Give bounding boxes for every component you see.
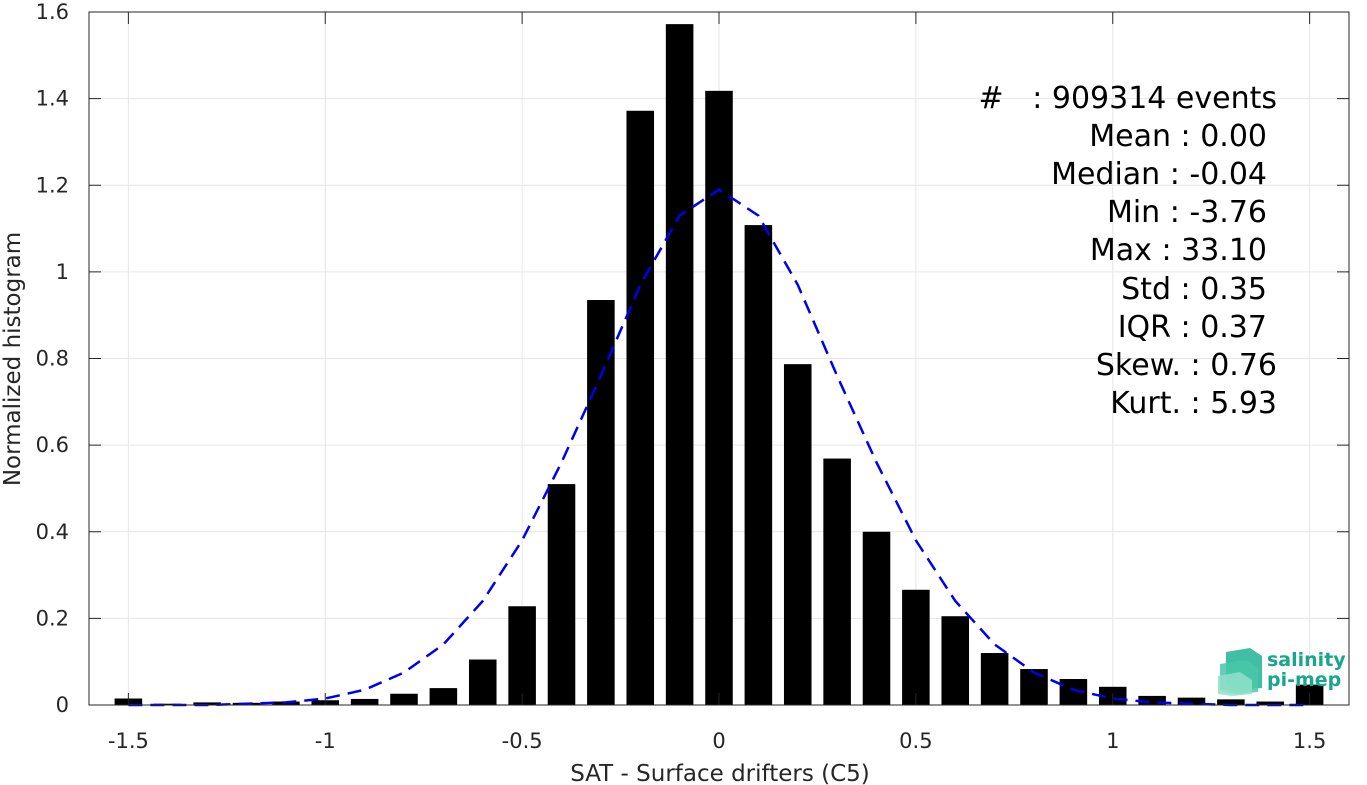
histogram-bar xyxy=(390,693,418,705)
x-tick-label: 1.5 xyxy=(1293,729,1326,753)
histogram-bar xyxy=(587,300,615,705)
histogram-bar xyxy=(980,653,1009,705)
y-tick-label: 1.6 xyxy=(36,0,69,24)
histogram-bar xyxy=(1177,697,1206,705)
x-tick-label: 0 xyxy=(712,729,725,753)
wave-logo-icon xyxy=(1218,648,1262,696)
histogram-bar xyxy=(823,458,851,705)
histogram-bar xyxy=(626,110,655,705)
x-tick-label: 0.5 xyxy=(899,729,932,753)
logo-line2: pi-mep xyxy=(1267,669,1341,691)
y-tick-label: 0.8 xyxy=(36,347,69,371)
salinity-pi-mep-logo: salinity pi-mep xyxy=(1218,648,1346,696)
histogram-bar xyxy=(508,606,536,705)
stat-min: Min : -3.76 xyxy=(1107,195,1267,230)
y-tick-label: 1.2 xyxy=(36,173,69,197)
histogram-bar xyxy=(1217,699,1245,705)
histogram-bar xyxy=(350,698,379,705)
y-axis-label: Normalized histogram xyxy=(0,232,26,486)
y-tick-label: 0.4 xyxy=(36,520,69,544)
stat-events: # : 909314 events xyxy=(978,81,1277,116)
y-tick-label: 0 xyxy=(56,693,69,717)
stat-max: Max : 33.10 xyxy=(1090,233,1267,268)
histogram-bar xyxy=(665,24,694,705)
histogram-bar xyxy=(468,659,497,705)
histogram-bar xyxy=(705,90,733,706)
x-axis-ticks: -1.5 -1 -0.5 0 0.5 1 1.5 xyxy=(108,12,1326,753)
histogram-bar xyxy=(941,616,970,705)
histogram-bar xyxy=(902,589,930,705)
fit-curve xyxy=(128,188,1310,707)
y-tick-label: 1 xyxy=(56,260,69,284)
x-tick-label: -0.5 xyxy=(502,729,543,753)
y-axis-ticks: 0 0.2 0.4 0.6 0.8 1 1.2 1.4 1.6 xyxy=(36,0,1349,717)
stat-iqr: IQR : 0.37 xyxy=(1118,310,1267,345)
stat-mean: Mean : 0.00 xyxy=(1089,119,1267,154)
x-tick-label: 1 xyxy=(1106,729,1119,753)
stat-kurt: Kurt. : 5.93 xyxy=(1110,386,1277,421)
x-tick-label: -1 xyxy=(315,729,336,753)
histogram-bar xyxy=(1256,701,1285,705)
histogram-bar xyxy=(862,531,891,705)
histogram-bar xyxy=(1020,669,1048,705)
histogram-bar xyxy=(429,688,458,705)
stat-median: Median : -0.04 xyxy=(1051,157,1267,192)
histogram-bar xyxy=(783,364,812,705)
y-tick-label: 0.6 xyxy=(36,433,69,457)
y-tick-label: 1.4 xyxy=(36,87,69,111)
histogram-bar xyxy=(744,225,773,705)
stat-skew: Skew. : 0.76 xyxy=(1096,348,1277,383)
stats-annotation: # : 909314 events Mean : 0.00 Median : -… xyxy=(978,81,1277,421)
y-tick-label: 0.2 xyxy=(36,606,69,630)
histogram-bar xyxy=(153,703,182,705)
stat-std: Std : 0.35 xyxy=(1121,272,1267,307)
logo-line1: salinity xyxy=(1267,649,1346,671)
histogram-bar xyxy=(547,484,576,705)
histogram-bar xyxy=(193,702,221,705)
x-tick-label: -1.5 xyxy=(108,729,149,753)
histogram-bar xyxy=(1138,695,1166,705)
x-axis-label: SAT - Surface drifters (C5) xyxy=(570,761,870,785)
